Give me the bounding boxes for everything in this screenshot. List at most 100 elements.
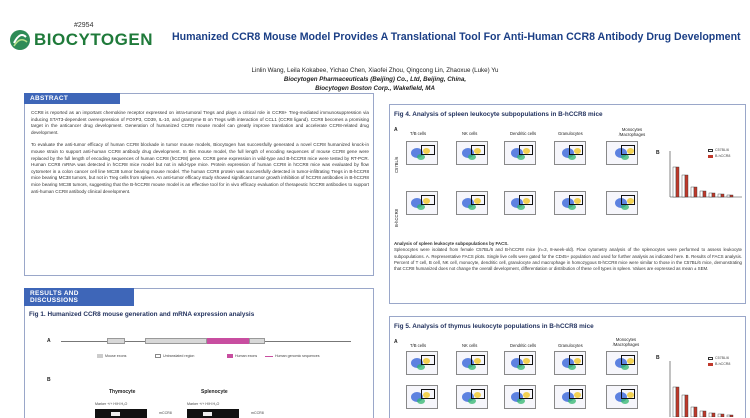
facs-plot	[606, 351, 638, 375]
fig4-col-label: Dendritic cells	[510, 131, 537, 136]
facs-gate	[569, 355, 583, 365]
fig4-col-label: T/B cells	[410, 131, 427, 136]
facs-density-blob	[621, 364, 629, 370]
biocytogen-logo: #2954 BIOCYTOGEN	[8, 22, 168, 58]
facs-density-blob	[562, 148, 574, 158]
legend-utr: Untranslated region	[163, 354, 195, 358]
fig5-col-label: Granulocytes	[558, 343, 583, 348]
fig4-caption-title: Analysis of spleen leukocyte subpopulati…	[394, 241, 509, 246]
facs-plot	[504, 191, 536, 215]
bar	[675, 386, 680, 417]
facs-density-blob	[411, 358, 423, 368]
bar	[672, 386, 677, 417]
facs-plot	[456, 351, 488, 375]
facs-density-blob	[627, 392, 634, 398]
facs-density-blob	[562, 358, 574, 368]
facs-density-blob	[517, 398, 525, 404]
fig4-title: Fig 4. Analysis of spleen leukocyte subp…	[394, 111, 603, 118]
bar	[711, 192, 716, 198]
gel-band	[203, 412, 212, 416]
facs-density-blob	[423, 358, 430, 364]
fig4-col-label: Granulocytes	[558, 131, 583, 136]
facs-density-blob	[627, 148, 634, 154]
facs-density-blob	[474, 392, 481, 398]
facs-gate	[471, 389, 485, 399]
mccr8-label-1: mCCR8	[159, 411, 172, 415]
fig4-panel-a-label: A	[394, 127, 398, 133]
bar	[711, 412, 716, 417]
abstract-panel: ABSTRACT CCR8 is reported as an importan…	[24, 93, 374, 276]
facs-plot	[406, 351, 438, 375]
facs-density-blob	[462, 198, 474, 208]
splenocyte-label: Splenocyte	[201, 389, 228, 395]
legend-swatch-hccr8	[708, 363, 713, 366]
facs-plot	[456, 191, 488, 215]
fig4-col-label: Monocytes /Macrophages	[618, 127, 646, 137]
bar	[693, 406, 698, 417]
facs-plot	[504, 385, 536, 409]
facs-density-blob	[562, 392, 574, 402]
fig5-col-label: Monocytes /Macrophages	[612, 337, 640, 347]
facs-gate	[621, 145, 635, 155]
legend-swatch-wt	[708, 357, 713, 360]
fig5-bar-chart	[669, 361, 734, 417]
facs-density-blob	[417, 364, 425, 370]
facs-gate	[421, 195, 435, 205]
bar	[699, 190, 704, 198]
poster-number: #2954	[74, 22, 94, 29]
fig5-panel-a-label: A	[394, 339, 398, 345]
bar	[726, 414, 731, 417]
bar	[690, 406, 695, 417]
facs-gate	[621, 195, 635, 205]
facs-density-blob	[423, 392, 430, 398]
facs-plot	[406, 385, 438, 409]
facs-density-blob	[468, 154, 476, 160]
facs-density-blob	[474, 358, 481, 364]
fig5-col-label: Dendritic cells	[510, 343, 537, 348]
fig4-caption-text: Splenocytes were isolated from female C5…	[394, 247, 742, 272]
bar	[702, 410, 707, 417]
bar	[717, 193, 722, 198]
facs-density-blob	[568, 154, 576, 160]
facs-density-blob	[468, 204, 476, 210]
facs-plot	[406, 141, 438, 165]
human-exon-insert	[207, 338, 249, 344]
bar	[729, 414, 734, 417]
legend-human-exons: Human exons	[235, 354, 258, 358]
facs-density-blob	[523, 148, 530, 154]
facs-density-blob	[621, 398, 629, 404]
facs-gate	[471, 355, 485, 365]
abstract-paragraph-2: To evaluate the anti-tumor efficacy of h…	[31, 142, 369, 194]
facs-density-blob	[523, 392, 530, 398]
facs-density-blob	[474, 198, 481, 204]
facs-density-blob	[511, 148, 523, 158]
author-list: Linlin Wang, Leila Kokabee, Yichao Chen,…	[251, 67, 499, 74]
bar	[675, 166, 680, 198]
bar	[720, 413, 725, 417]
facs-density-blob	[523, 358, 530, 364]
facs-gate	[421, 355, 435, 365]
bar	[708, 192, 713, 198]
fig4-caption: Analysis of spleen leukocyte subpopulati…	[394, 241, 742, 272]
fig4-panel-b-label: B	[656, 150, 660, 156]
facs-gate	[621, 355, 635, 365]
gel-image-splenocyte	[187, 409, 239, 418]
facs-plot	[456, 385, 488, 409]
facs-density-blob	[417, 154, 425, 160]
logo-mark-icon	[10, 30, 30, 50]
facs-plot	[554, 385, 586, 409]
legend-human-swatch	[227, 354, 233, 358]
legend-swatch-hccr8	[708, 155, 713, 158]
bar	[681, 174, 686, 198]
facs-plot	[554, 351, 586, 375]
fig1-panel-b-label: B	[47, 377, 51, 383]
gel-image-thymocyte	[95, 409, 147, 418]
bar	[708, 412, 713, 417]
facs-density-blob	[462, 358, 474, 368]
facs-plot	[456, 141, 488, 165]
affiliation-2: Biocytogen Boston Corp., Wakefield, MA	[315, 85, 435, 92]
facs-density-blob	[568, 204, 576, 210]
facs-density-blob	[574, 392, 581, 398]
facs-density-blob	[474, 148, 481, 154]
thymocyte-label: Thymocyte	[109, 389, 136, 395]
